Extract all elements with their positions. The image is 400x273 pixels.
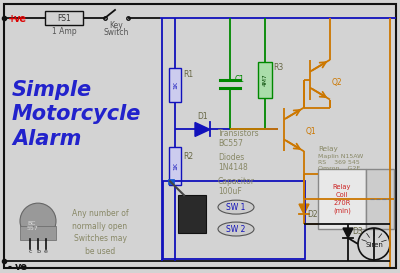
Text: SW 1: SW 1 [226,203,246,212]
Text: Maplin N15AW: Maplin N15AW [318,154,363,159]
Ellipse shape [218,222,254,236]
Text: Omron    G2E: Omron G2E [318,166,360,171]
Text: Key: Key [110,21,123,30]
Text: -: - [8,262,12,272]
Text: FS1: FS1 [57,14,71,23]
Text: Q2: Q2 [332,78,343,87]
Bar [169,68,181,102]
Text: D3: D3 [352,227,363,236]
Text: R3: R3 [273,63,283,72]
Circle shape [20,203,56,239]
Text: Capacitor: Capacitor [218,177,255,186]
Text: Q1: Q1 [306,127,317,136]
Text: +: + [8,14,16,24]
Text: Siren: Siren [365,242,383,248]
Ellipse shape [218,200,254,214]
Text: b: b [36,249,40,254]
Text: 4M7: 4M7 [262,73,268,86]
Text: SW 2: SW 2 [226,224,246,233]
Bar [20,226,56,240]
Text: Switch: Switch [104,28,129,37]
Polygon shape [343,228,353,238]
Text: 1K: 1K [174,81,178,89]
Text: 1K: 1K [174,162,178,170]
Text: R1: R1 [183,70,193,79]
Text: BC
557: BC 557 [26,221,38,232]
Text: R2: R2 [183,152,193,161]
Bar [168,179,174,184]
Text: D2: D2 [307,210,318,219]
Bar [258,62,272,97]
Text: RS    369 545: RS 369 545 [318,160,360,165]
Polygon shape [299,204,309,214]
Bar [45,11,83,25]
Text: e: e [44,249,48,254]
Bar [366,169,394,229]
Text: BC557: BC557 [218,140,243,149]
Bar [163,181,305,259]
Text: Transistors: Transistors [218,129,260,138]
Text: Relay: Relay [318,146,338,152]
Bar [178,195,206,233]
Text: 1N4148: 1N4148 [218,163,248,172]
Bar [318,169,366,229]
Text: Relay
Coil
270R
(min): Relay Coil 270R (min) [333,184,351,214]
Bar [169,147,181,185]
Polygon shape [195,123,210,136]
Text: D1: D1 [197,112,208,121]
Text: Diodes: Diodes [218,153,244,162]
Text: C1: C1 [235,75,245,84]
Text: 1 Amp: 1 Amp [52,27,76,36]
Text: ve: ve [15,262,28,272]
Text: c: c [28,249,32,254]
Text: ve: ve [14,14,27,24]
Text: 100uF: 100uF [218,187,242,196]
Text: Simple
Motorcycle
Alarm: Simple Motorcycle Alarm [12,80,141,149]
Text: Any number of
normally open
Switches may
be used: Any number of normally open Switches may… [72,209,128,256]
